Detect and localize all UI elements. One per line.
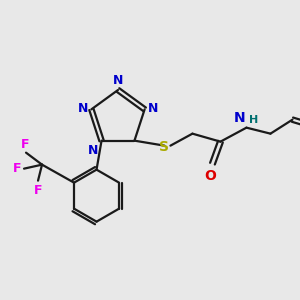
Text: N: N (78, 102, 88, 115)
Text: F: F (21, 138, 29, 151)
Text: H: H (250, 115, 259, 125)
Text: F: F (13, 162, 21, 175)
Text: O: O (205, 169, 216, 183)
Text: N: N (234, 111, 245, 125)
Text: S: S (160, 140, 170, 154)
Text: N: N (148, 102, 158, 115)
Text: N: N (88, 144, 98, 157)
Text: N: N (113, 74, 123, 87)
Text: F: F (34, 184, 42, 197)
